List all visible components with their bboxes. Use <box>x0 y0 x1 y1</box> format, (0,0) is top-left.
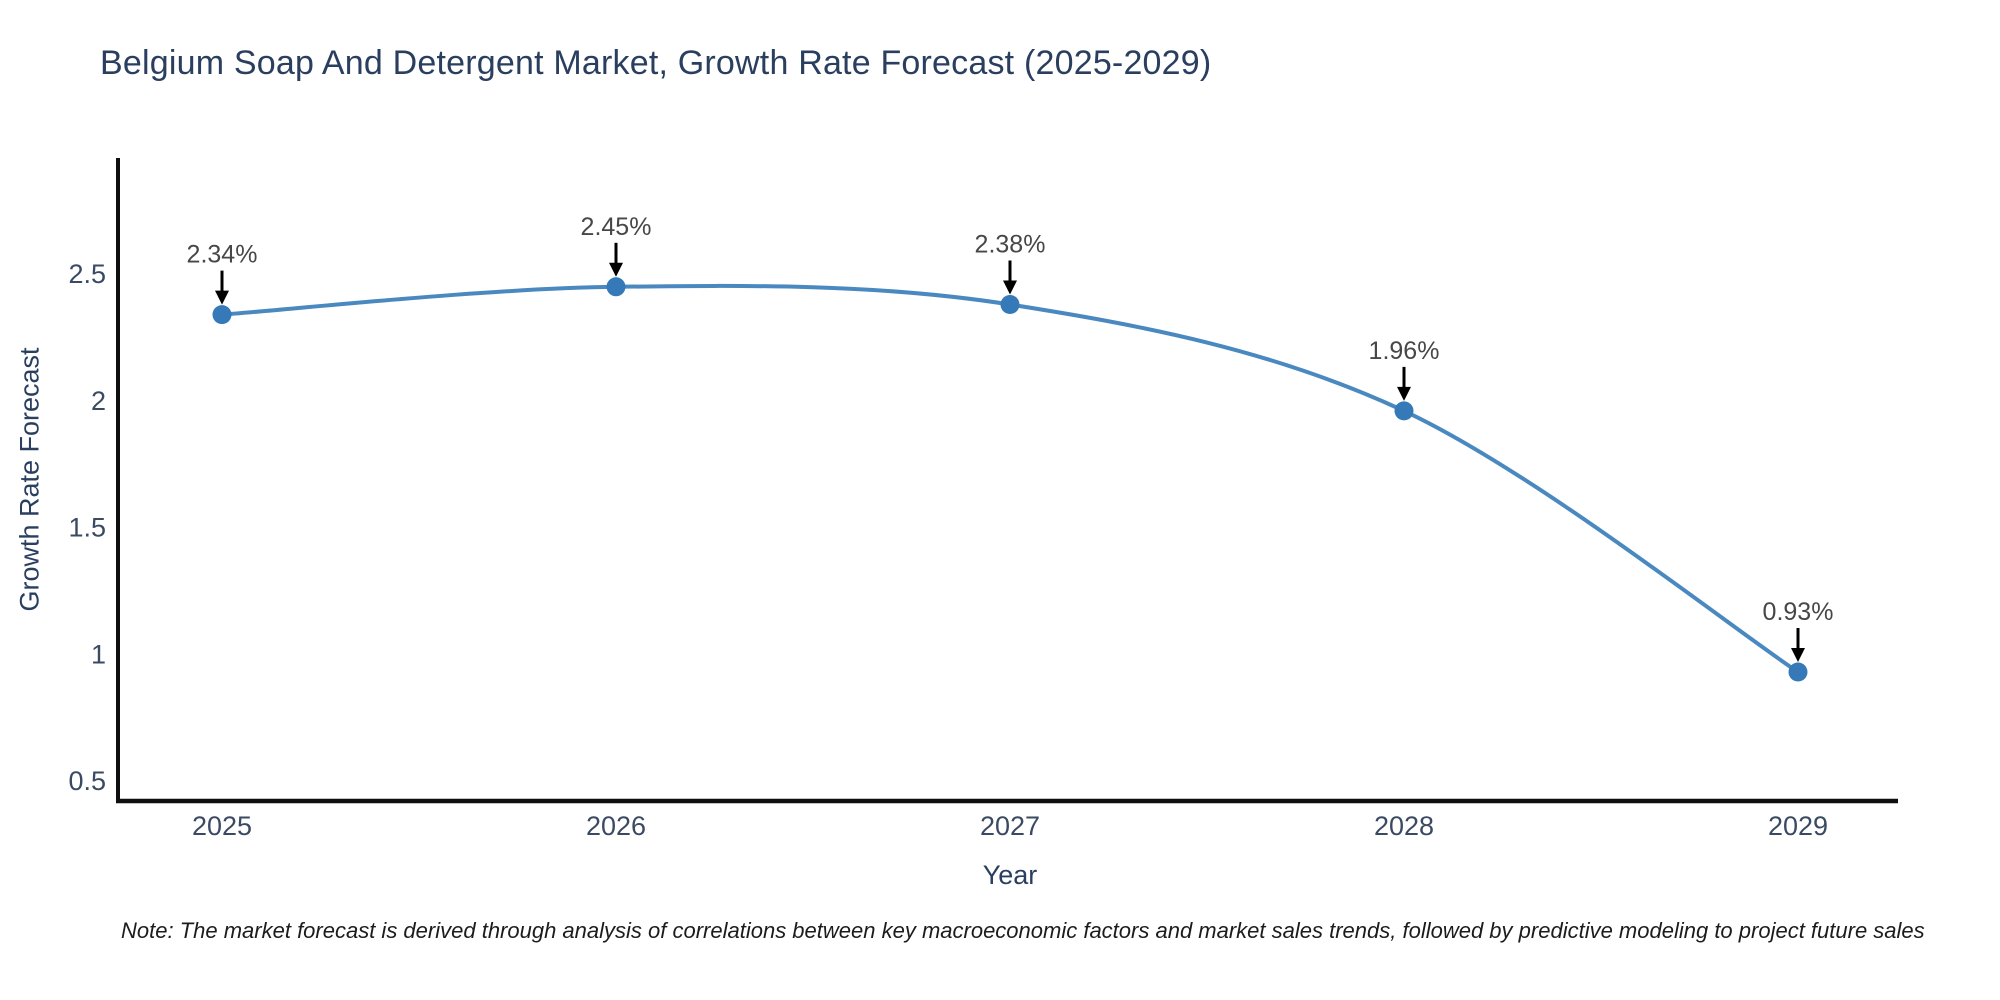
x-axis-title: Year <box>982 860 1038 890</box>
data-point-2027[interactable] <box>1000 295 1020 314</box>
x-tick-label: 2029 <box>1768 811 1828 841</box>
data-point-2029[interactable] <box>1788 662 1808 682</box>
data-point-2026[interactable] <box>606 277 626 297</box>
data-point-2025[interactable] <box>212 305 232 325</box>
x-tick-label: 2025 <box>192 811 252 841</box>
forecast-line <box>220 283 1800 674</box>
y-tick-label: 2.5 <box>68 259 106 289</box>
annotation-label: 2.38% <box>975 231 1046 259</box>
y-tick-label: 1.5 <box>68 513 106 543</box>
x-tick-label: 2028 <box>1374 811 1434 841</box>
chart-title: Belgium Soap And Detergent Market, Growt… <box>100 44 1212 82</box>
annotation-arrowhead <box>215 290 229 305</box>
data-point-2028[interactable] <box>1394 401 1414 421</box>
footnote: Note: The market forecast is derived thr… <box>121 918 1925 943</box>
annotation-label: 2.45% <box>581 213 652 241</box>
annotation-label: 1.96% <box>1369 337 1440 365</box>
annotation-label: 0.93% <box>1763 598 1834 626</box>
annotation-arrowhead <box>609 262 623 277</box>
y-tick-label: 0.5 <box>68 766 106 796</box>
annotation-arrowhead <box>1791 648 1805 662</box>
x-tick-label: 2027 <box>980 811 1040 841</box>
annotation-arrowhead <box>1397 386 1411 401</box>
y-tick-label: 2 <box>91 386 106 416</box>
x-tick-label: 2026 <box>586 811 646 841</box>
y-tick-label: 1 <box>91 639 106 669</box>
annotation-label: 2.34% <box>187 241 258 269</box>
y-axis-title: Growth Rate Forecast <box>14 347 45 612</box>
annotation-arrowhead <box>1003 280 1017 295</box>
